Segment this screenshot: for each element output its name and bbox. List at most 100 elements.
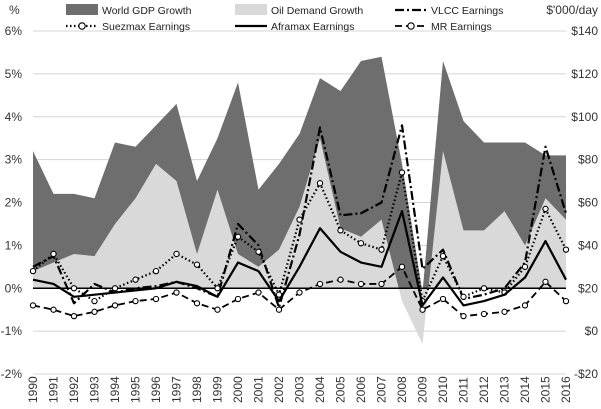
point-mr-earnings-2016 bbox=[562, 297, 570, 305]
point-mr-earnings-2009 bbox=[419, 306, 426, 313]
legend-label: World GDP Growth bbox=[102, 5, 192, 17]
point-mr-earnings-1997 bbox=[173, 289, 180, 296]
x-tick-label: 2003 bbox=[293, 376, 307, 403]
point-mr-earnings-2001 bbox=[255, 289, 262, 296]
point-mr-earnings-2012 bbox=[480, 310, 488, 318]
left-tick-label: 5% bbox=[5, 67, 23, 81]
area-oil-demand-growth bbox=[33, 138, 566, 344]
point-mr-earnings-2013 bbox=[501, 308, 508, 315]
x-tick-label: 2016 bbox=[559, 376, 573, 403]
x-tick-label: 1999 bbox=[211, 376, 225, 403]
point-mr-earnings-2004 bbox=[316, 280, 324, 288]
x-tick-label: 1991 bbox=[47, 376, 61, 403]
point-suezmax-earnings-2007 bbox=[378, 246, 385, 253]
right-tick-label: $60 bbox=[578, 196, 598, 210]
legend: World GDP Growth Oil Demand Growth VLCC Ea… bbox=[66, 4, 503, 33]
point-suezmax-earnings-2003 bbox=[296, 216, 303, 223]
x-tick-label: 1996 bbox=[149, 376, 163, 403]
left-tick-label: -1% bbox=[1, 324, 23, 338]
right-tick-label: $120 bbox=[571, 67, 598, 81]
point-mr-earnings-1991 bbox=[50, 306, 57, 313]
point-mr-earnings-2011 bbox=[460, 312, 467, 320]
point-mr-earnings-2000 bbox=[234, 295, 242, 303]
point-suezmax-earnings-1995 bbox=[132, 276, 139, 283]
legend-item-oil-demand-growth: Oil Demand Growth bbox=[235, 4, 363, 17]
legend-swatch bbox=[66, 4, 98, 15]
point-suezmax-earnings-1991 bbox=[50, 250, 57, 258]
point-suezmax-earnings-2008 bbox=[398, 169, 406, 176]
right-tick-label: $20 bbox=[578, 281, 598, 295]
line-series bbox=[29, 124, 570, 320]
point-suezmax-earnings-2012 bbox=[480, 285, 488, 292]
x-tick-label: 1992 bbox=[67, 376, 81, 403]
right-tick-label: $100 bbox=[571, 110, 598, 124]
x-tick-label: 2005 bbox=[334, 376, 348, 403]
series-suezmax-earnings bbox=[29, 169, 570, 305]
x-tick-label: 2000 bbox=[231, 376, 245, 403]
point-suezmax-earnings-1998 bbox=[193, 261, 201, 268]
point-mr-earnings-1993 bbox=[91, 308, 98, 315]
left-tick-label: 4% bbox=[5, 110, 23, 124]
x-tick-label: 2014 bbox=[518, 376, 532, 403]
area-series bbox=[33, 56, 566, 344]
legend-marker bbox=[407, 22, 415, 30]
right-tick-label: $0 bbox=[585, 324, 599, 338]
point-suezmax-earnings-2006 bbox=[357, 240, 365, 247]
left-tick-label: -2% bbox=[1, 367, 23, 381]
x-tick-label: 2001 bbox=[252, 376, 266, 403]
legend-item-mr-earnings: MR Earnings bbox=[395, 21, 492, 33]
point-mr-earnings-1998 bbox=[193, 300, 201, 307]
legend-item-aframax-earnings: Aframax Earnings bbox=[235, 21, 354, 33]
point-suezmax-earnings-2000 bbox=[234, 233, 242, 240]
legend-item-world-gdp-growth: World GDP Growth bbox=[66, 4, 192, 17]
x-tick-label: 2011 bbox=[457, 377, 471, 403]
right-tick-label: $80 bbox=[578, 153, 598, 167]
point-suezmax-earnings-1997 bbox=[173, 250, 180, 258]
right-axis-unit-label: $'000/day bbox=[546, 3, 598, 17]
point-suezmax-earnings-2015 bbox=[542, 205, 549, 213]
legend-marker bbox=[78, 22, 86, 30]
x-tick-label: 2002 bbox=[272, 376, 286, 403]
x-tick-label: 1990 bbox=[26, 376, 40, 403]
left-tick-label: 0% bbox=[5, 281, 23, 295]
legend-swatch bbox=[235, 4, 267, 15]
point-mr-earnings-2014 bbox=[521, 302, 529, 309]
point-suezmax-earnings-1992 bbox=[70, 285, 78, 292]
point-suezmax-earnings-1990 bbox=[29, 267, 37, 275]
left-tick-label: 1% bbox=[5, 238, 23, 252]
point-mr-earnings-2015 bbox=[542, 278, 549, 285]
point-mr-earnings-2005 bbox=[337, 276, 344, 283]
x-tick-label: 1997 bbox=[170, 376, 184, 403]
point-mr-earnings-1990 bbox=[29, 302, 37, 309]
point-mr-earnings-2006 bbox=[357, 280, 365, 288]
point-suezmax-earnings-1999 bbox=[214, 285, 221, 292]
left-tick-label: 6% bbox=[5, 24, 23, 38]
x-tick-label: 2012 bbox=[477, 376, 491, 403]
x-tick-label: 1995 bbox=[129, 376, 143, 403]
x-tick-label: 1994 bbox=[108, 376, 122, 403]
left-tick-label: 2% bbox=[5, 196, 23, 210]
point-suezmax-earnings-1993 bbox=[91, 297, 98, 305]
point-suezmax-earnings-2005 bbox=[337, 227, 344, 234]
right-tick-label: $140 bbox=[571, 24, 598, 38]
x-tick-label: 2009 bbox=[416, 376, 430, 403]
legend-label: Aframax Earnings bbox=[271, 21, 354, 33]
series-aframax-earnings bbox=[32, 209, 567, 307]
x-tick-label: 2015 bbox=[539, 376, 553, 403]
legend-item-suezmax-earnings: Suezmax Earnings bbox=[66, 21, 190, 33]
series-mr-earnings bbox=[29, 263, 570, 320]
legend-label: VLCC Earnings bbox=[431, 5, 503, 17]
left-tick-label: 3% bbox=[5, 153, 23, 167]
x-tick-label: 2006 bbox=[354, 376, 368, 403]
right-tick-label: -$20 bbox=[574, 367, 598, 381]
point-suezmax-earnings-1996 bbox=[152, 267, 160, 275]
point-suezmax-earnings-2011 bbox=[460, 293, 467, 300]
x-tick-label: 2008 bbox=[395, 376, 409, 403]
x-tick-label: 2007 bbox=[375, 376, 389, 403]
x-tick-label: 2013 bbox=[498, 376, 512, 403]
x-tick-label: 1993 bbox=[88, 376, 102, 403]
point-mr-earnings-1992 bbox=[70, 312, 78, 320]
point-suezmax-earnings-2010 bbox=[439, 252, 447, 260]
x-tick-label: 2004 bbox=[313, 376, 327, 403]
